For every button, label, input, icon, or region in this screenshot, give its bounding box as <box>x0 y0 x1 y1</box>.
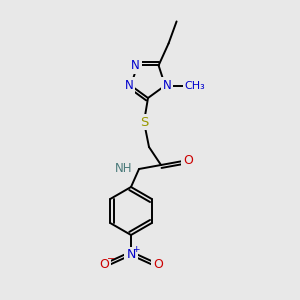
Text: N: N <box>126 248 136 262</box>
Text: NH: NH <box>115 163 132 176</box>
Text: N: N <box>124 79 133 92</box>
Text: N: N <box>131 59 140 72</box>
Text: S: S <box>140 116 148 128</box>
Text: O: O <box>99 259 109 272</box>
Text: N: N <box>163 79 172 92</box>
Text: CH₃: CH₃ <box>185 81 206 91</box>
Text: O: O <box>153 259 163 272</box>
Text: +: + <box>132 244 140 253</box>
Text: O: O <box>183 154 193 167</box>
Text: −: − <box>107 254 115 264</box>
